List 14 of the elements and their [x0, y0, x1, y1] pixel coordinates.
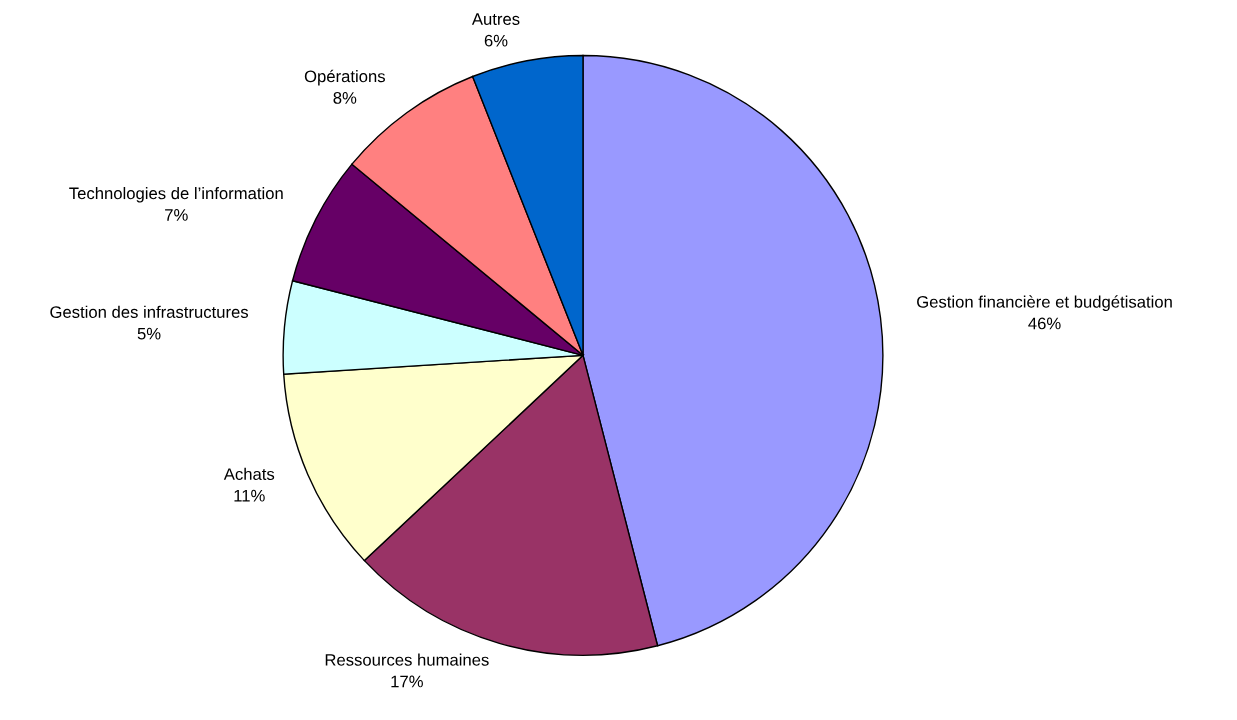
- slice-label: Ressources humaines: [325, 653, 489, 666]
- slice-label: Gestion des infrastructures: [50, 305, 249, 318]
- data-label: 6%: [484, 34, 508, 47]
- slice-label: Gestion financière et budgétisation: [917, 295, 1172, 312]
- data-label: 8%: [333, 92, 357, 104]
- data-label: 5%: [137, 327, 161, 340]
- slice-label: Achats: [223, 467, 275, 481]
- slice-label: Autres: [471, 13, 520, 25]
- data-label: 11%: [234, 489, 265, 502]
- data-label: 17%: [391, 675, 423, 688]
- slice-label: Opérations: [304, 69, 385, 86]
- slice-label: Technologies de l’information: [69, 187, 283, 203]
- data-label: 46%: [1028, 317, 1061, 330]
- data-label: 7%: [165, 209, 188, 221]
